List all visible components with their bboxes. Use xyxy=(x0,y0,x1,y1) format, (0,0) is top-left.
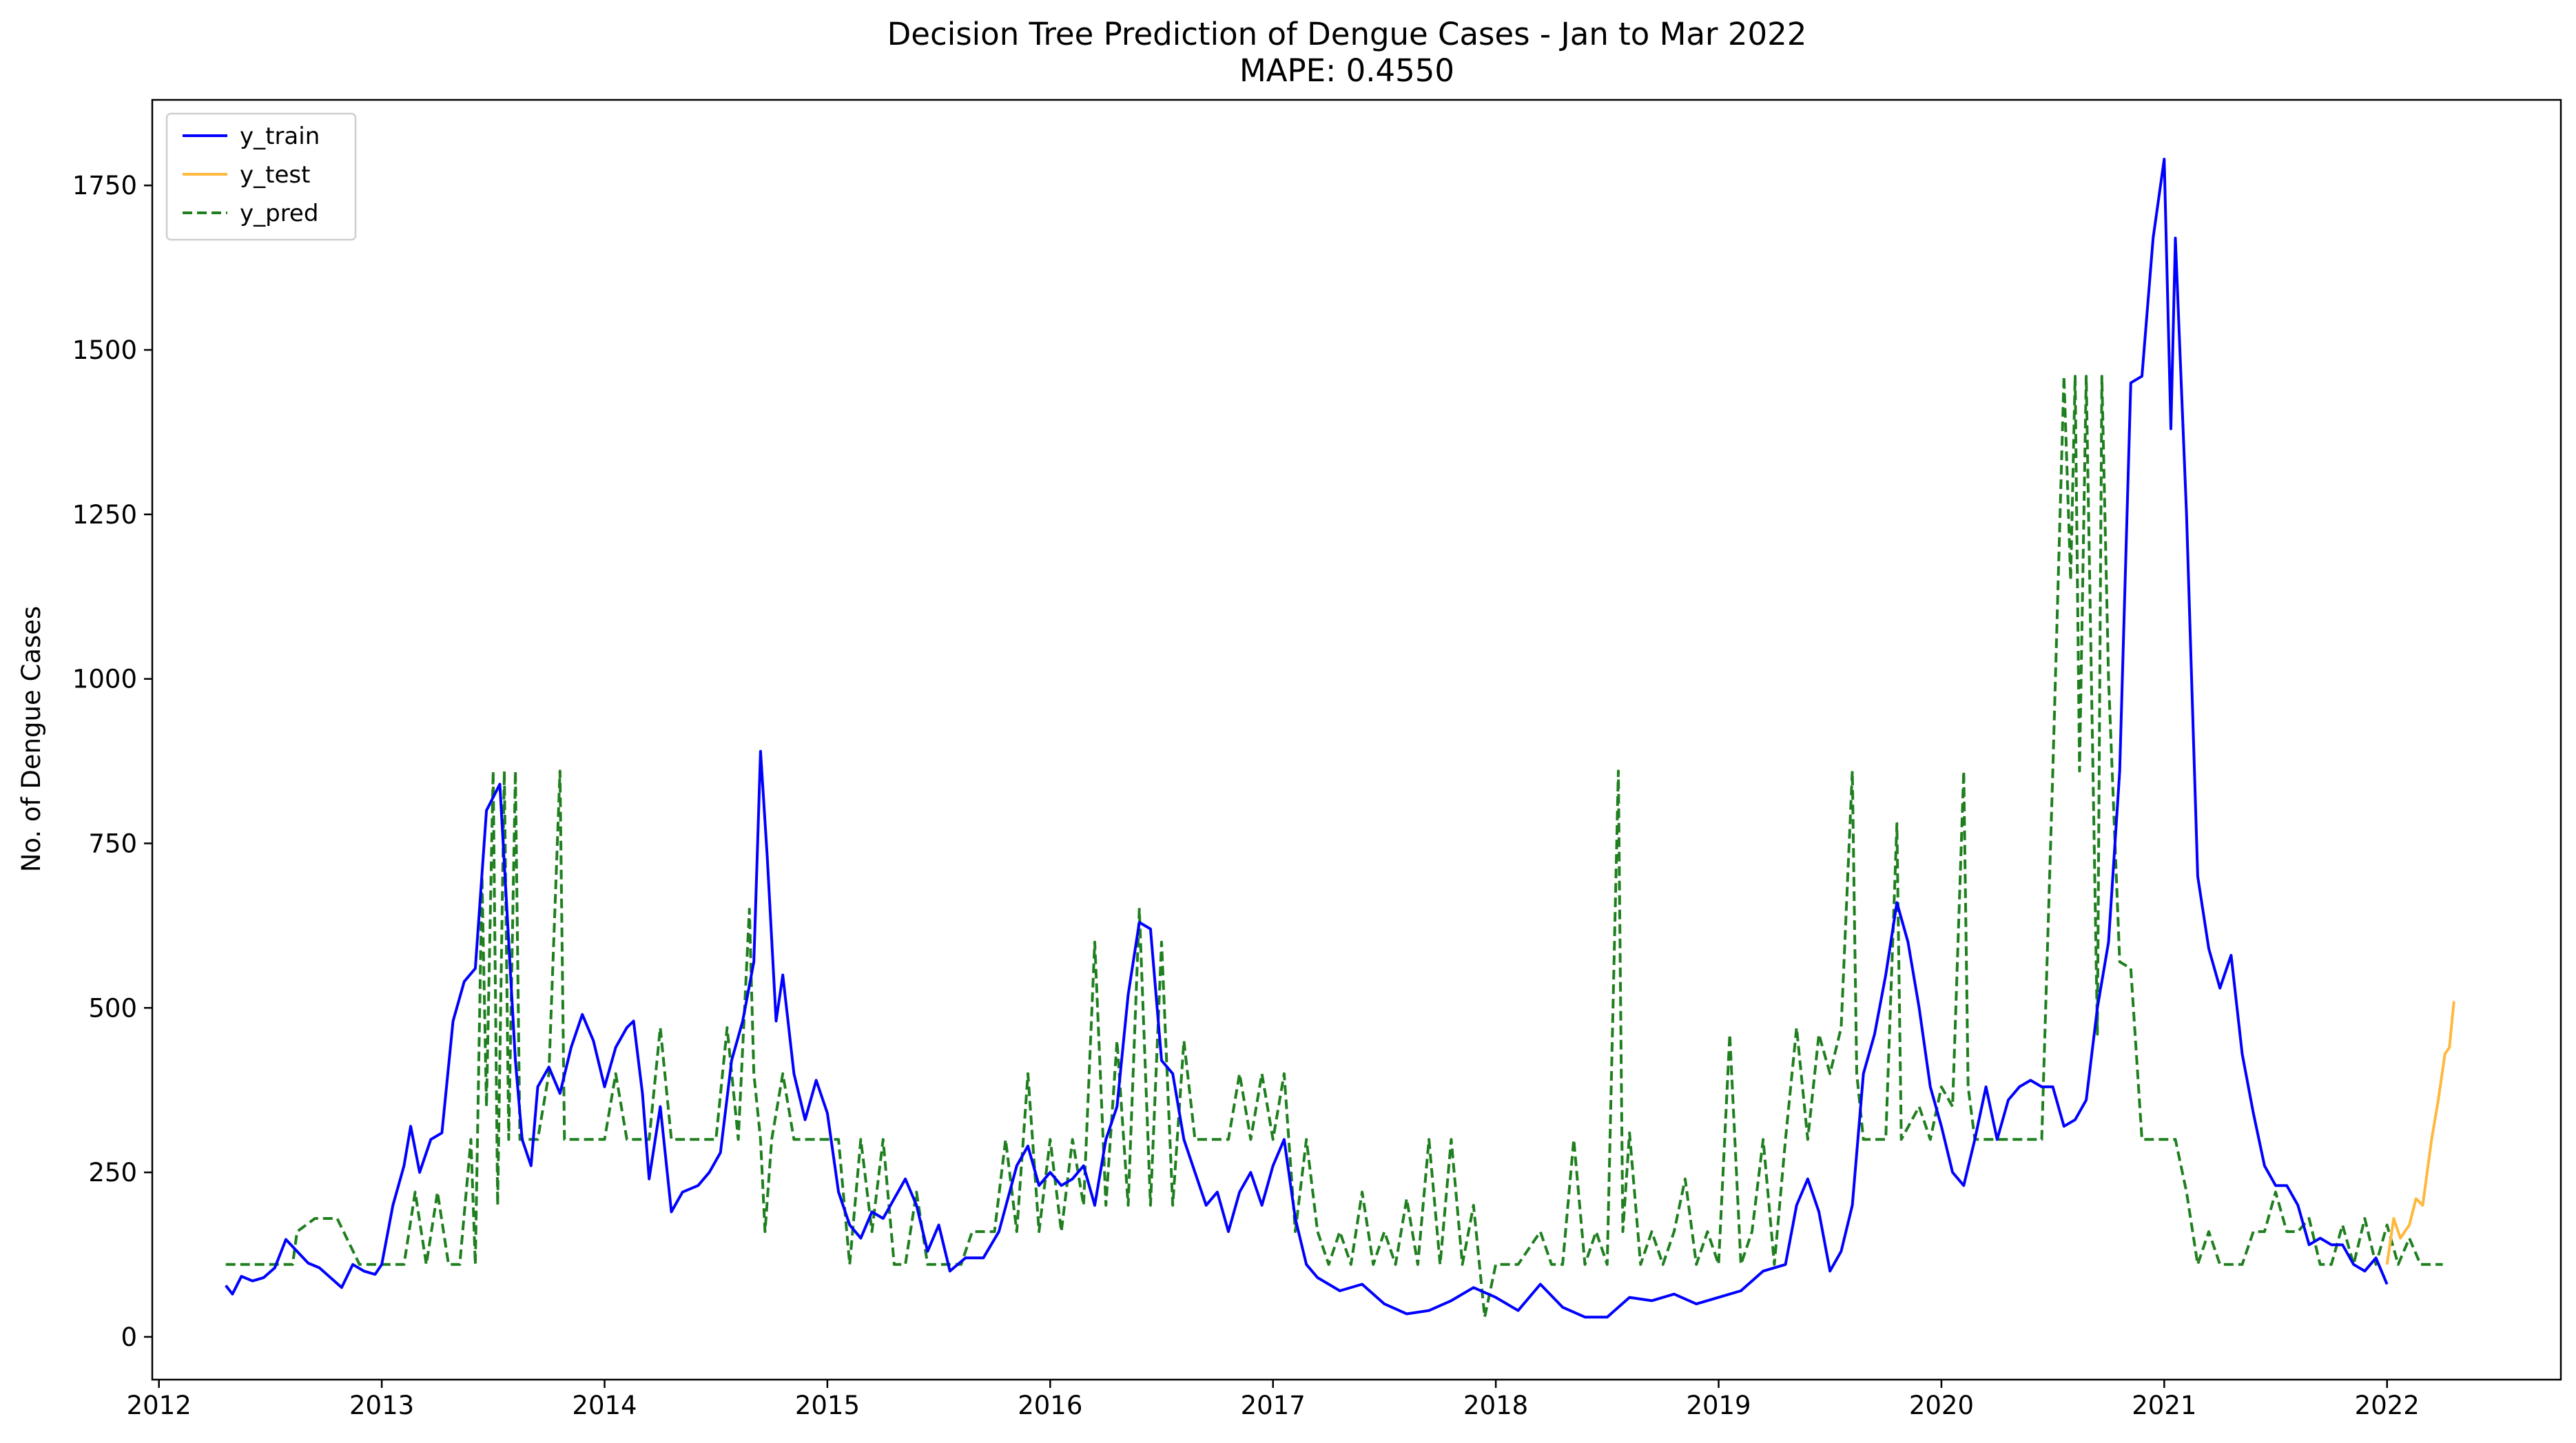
plot-area xyxy=(225,158,2455,1319)
legend: y_train y_test y_pred xyxy=(165,112,357,241)
legend-label-y_test: y_test xyxy=(240,161,310,189)
x-tick-label: 2019 xyxy=(1686,1391,1751,1420)
y-tick-label: 1750 xyxy=(72,171,137,200)
x-tick-label: 2020 xyxy=(1909,1391,1974,1420)
y-tick-label: 1250 xyxy=(72,500,137,530)
plot-frame xyxy=(151,98,2562,1381)
x-axis: 2012 2013 2014 2015 2016 2017 2018 2019 2020 2021… xyxy=(127,1380,2420,1420)
x-tick-label: 2015 xyxy=(795,1391,860,1420)
y-tick-label: 500 xyxy=(88,993,137,1023)
x-tick-label: 2017 xyxy=(1241,1391,1306,1420)
x-tick-label: 2014 xyxy=(572,1391,637,1420)
x-tick-label: 2022 xyxy=(2355,1391,2420,1420)
x-tick-label: 2016 xyxy=(1018,1391,1082,1420)
y-tick-label: 1000 xyxy=(72,665,137,694)
series-line-y_pred xyxy=(225,375,2443,1319)
x-tick-label: 2013 xyxy=(349,1391,414,1420)
series-line-y_train xyxy=(225,158,2389,1319)
series-line-y_test xyxy=(2385,1001,2455,1265)
chart-subtitle: MAPE: 0.4550 xyxy=(1239,52,1454,89)
legend-box xyxy=(165,112,357,241)
legend-label-y_pred: y_pred xyxy=(240,200,318,227)
y-tick-label: 0 xyxy=(121,1322,137,1352)
y-tick-label: 250 xyxy=(88,1158,137,1187)
y-axis-label: No. of Dengue Cases xyxy=(17,606,46,873)
x-tick-label: 2021 xyxy=(2132,1391,2196,1420)
legend-label-y_train: y_train xyxy=(240,123,320,150)
chart-title: Decision Tree Prediction of Dengue Cases… xyxy=(887,16,1807,52)
y-axis: 0 250 500 750 1000 1250 1500 1750 xyxy=(72,171,152,1352)
x-tick-label: 2012 xyxy=(127,1391,192,1420)
y-tick-label: 1500 xyxy=(72,335,137,365)
y-tick-label: 750 xyxy=(88,829,137,858)
x-tick-label: 2018 xyxy=(1463,1391,1528,1420)
